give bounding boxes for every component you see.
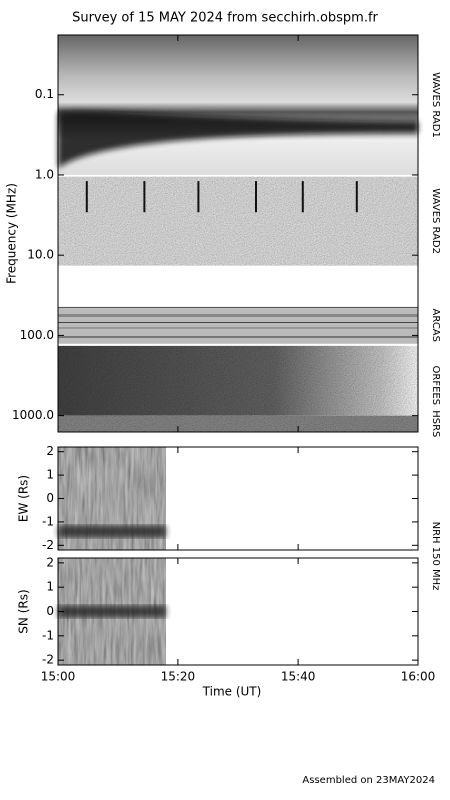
y-tick-label: -2	[42, 653, 54, 667]
y-axis-label: SN (Rs)	[17, 589, 31, 633]
y-tick-label: -2	[42, 538, 54, 552]
footer: Assembled on 23MAY2024	[302, 775, 435, 786]
band-label: WAVES RAD2	[430, 188, 441, 254]
band-feature	[58, 111, 418, 168]
band-label: ARCAS	[430, 309, 441, 342]
band-label: HSRS	[430, 410, 441, 437]
band-image	[58, 415, 418, 432]
band-label: ORFEES	[430, 366, 441, 406]
y-tick-label: 1	[46, 468, 54, 482]
y-tick-label: 1.0	[35, 167, 54, 181]
side-label: NRH 150 MHz	[430, 522, 441, 591]
y-tick-label: 1	[46, 580, 54, 594]
frame	[57, 34, 419, 433]
y-tick-label: 0.1	[35, 87, 54, 101]
x-tick-label: 15:20	[161, 670, 196, 684]
band-image	[58, 176, 418, 266]
y-tick-label: 1000.0	[12, 408, 54, 422]
x-tick-label: 16:00	[401, 670, 436, 684]
y-tick-label: -1	[42, 514, 54, 528]
band-image	[58, 35, 418, 175]
x-tick-label: 15:00	[41, 670, 76, 684]
y-tick-label: 2	[46, 444, 54, 458]
y-tick-label: 10.0	[27, 248, 54, 262]
x-axis-label: Time (UT)	[202, 685, 262, 699]
y-axis-label: EW (Rs)	[17, 475, 31, 522]
nrh-feature	[58, 605, 166, 618]
title: Survey of 15 MAY 2024 from secchirh.obsp…	[72, 11, 378, 26]
band-label: WAVES RAD1	[430, 72, 441, 138]
band-image	[58, 345, 418, 425]
y-tick-label: 100.0	[20, 328, 54, 342]
y-axis-label: Frequency (MHz)	[5, 183, 19, 284]
x-tick-label: 15:40	[281, 670, 316, 684]
y-tick-label: 0	[46, 491, 54, 505]
band-image	[58, 306, 418, 344]
y-tick-label: -1	[42, 628, 54, 642]
y-tick-label: 2	[46, 555, 54, 569]
nrh-feature	[58, 525, 166, 538]
y-tick-label: 0	[46, 604, 54, 618]
